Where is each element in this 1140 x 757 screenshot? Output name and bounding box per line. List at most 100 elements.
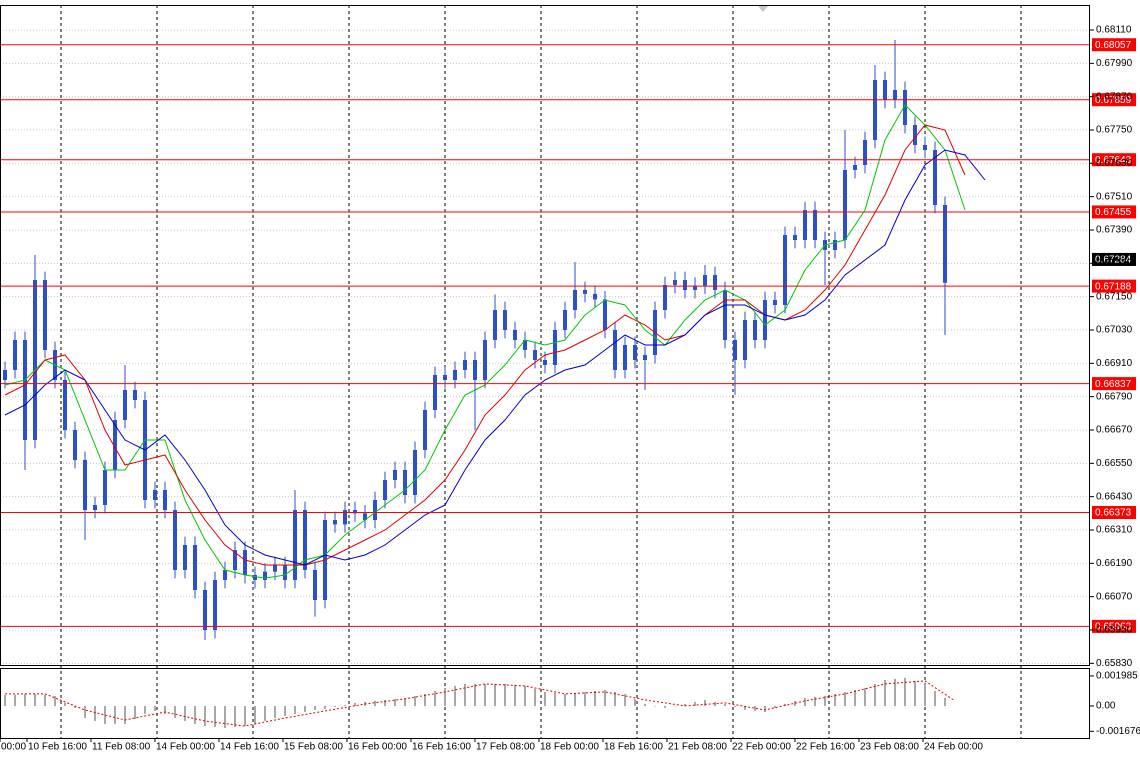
histogram-bar	[24, 693, 26, 706]
candle-body	[223, 570, 227, 580]
x-tick-label: 16 Feb 16:00	[412, 742, 471, 753]
candle-body	[753, 320, 757, 340]
y-tick-label: 0.66670	[1096, 425, 1133, 436]
x-tick-label: 14 Feb 16:00	[220, 742, 279, 753]
candle-body	[303, 510, 307, 570]
indicator-frame	[0, 668, 1090, 739]
histogram-bar	[194, 705, 196, 724]
histogram-bar	[324, 705, 326, 709]
histogram-bar	[134, 705, 136, 719]
candle-body	[153, 490, 157, 500]
histogram-bar	[174, 705, 176, 718]
signal-line	[5, 680, 956, 727]
candle-body	[173, 510, 177, 570]
shift-marker	[758, 6, 768, 12]
histogram-bar	[874, 683, 876, 706]
moving-average	[4, 104, 966, 579]
histogram-bar	[934, 690, 936, 706]
candle-body	[563, 310, 567, 330]
candle-body	[133, 390, 137, 400]
histogram-bar	[654, 705, 656, 707]
last-price-box	[1092, 252, 1136, 266]
level-label: 0.67643	[1095, 155, 1132, 166]
candle-body	[293, 510, 297, 580]
candle-body	[73, 430, 77, 460]
histogram-bar	[34, 693, 36, 706]
histogram-bar	[214, 705, 216, 727]
y-tick-label: 0.67510	[1096, 191, 1133, 202]
candle-body	[23, 340, 27, 440]
x-tick-label: 18 Feb 16:00	[604, 742, 663, 753]
candle-body	[553, 330, 557, 365]
x-tick-label: 15 Feb 08:00	[284, 742, 343, 753]
x-tick-label: 21 Feb 08:00	[668, 742, 727, 753]
histogram-bar	[694, 701, 696, 706]
histogram-bar	[584, 691, 586, 706]
histogram-bar	[514, 684, 516, 706]
candle-body	[873, 80, 877, 140]
y-tick-label: 0.66790	[1096, 391, 1133, 402]
histogram-bar	[344, 704, 346, 706]
candle-body	[423, 410, 427, 450]
histogram-bar	[724, 703, 726, 706]
y-tick-label: 0.67990	[1096, 58, 1133, 69]
candle-body	[933, 150, 937, 205]
plot-frame	[0, 5, 1090, 666]
candle-body	[343, 510, 347, 525]
candle-body	[743, 320, 747, 360]
indicator-panel	[4, 677, 956, 728]
x-tick-label: 24 Feb 00:00	[924, 742, 983, 753]
histogram-bar	[944, 697, 946, 706]
candle-body	[893, 90, 897, 100]
histogram-bar	[534, 688, 536, 706]
histogram-bar	[824, 695, 826, 706]
candle-body	[373, 500, 377, 520]
y-tick-label: 0.65830	[1096, 658, 1133, 669]
candle-body	[333, 520, 337, 525]
y-tick-label: 0.67630	[1096, 158, 1133, 169]
histogram-bar	[814, 696, 816, 706]
moving-average	[4, 149, 986, 566]
histogram-bar	[704, 699, 706, 706]
candle-body	[663, 285, 667, 310]
level-label: 0.67188	[1095, 281, 1132, 292]
histogram-bar	[744, 705, 746, 710]
candle-body	[723, 290, 727, 340]
histogram-bar	[464, 683, 466, 706]
level-label-box	[1092, 205, 1136, 219]
histogram-bar	[354, 702, 356, 706]
axes: 0.68110 0.67990 0.67870 0.67750 0.67630 0.675…	[0, 25, 1140, 753]
candle-body	[603, 299, 607, 330]
level-label-box	[1092, 279, 1136, 293]
histogram-bar	[224, 705, 226, 728]
histogram-bar	[284, 705, 286, 716]
x-tick-label: 22 Feb 00:00	[732, 742, 791, 753]
candle-body	[913, 125, 917, 145]
y-tick-label: 0.66070	[1096, 591, 1133, 602]
candle-body	[123, 390, 127, 420]
candle-body	[713, 275, 717, 290]
histogram-bar	[124, 705, 126, 724]
y-tick-label: 0.66430	[1096, 491, 1133, 502]
y-tick-label: 0.67150	[1096, 291, 1133, 302]
candle-body	[203, 590, 207, 630]
candle-body	[413, 450, 417, 495]
histogram-bar	[674, 705, 676, 707]
candle-body	[903, 90, 907, 125]
candle-body	[943, 205, 947, 283]
x-tick-label: 14 Feb 00:00	[156, 742, 215, 753]
level-label: 0.67455	[1095, 207, 1132, 218]
histogram-bar	[474, 683, 476, 706]
level-label-box	[1092, 377, 1136, 391]
histogram-bar	[664, 705, 666, 708]
candle-body	[453, 370, 457, 380]
candle-body	[353, 510, 357, 514]
histogram-bar	[494, 683, 496, 706]
candle-body	[493, 310, 497, 340]
candle-body	[393, 470, 397, 480]
candle-body	[3, 370, 7, 380]
histogram-bar	[564, 693, 566, 706]
histogram-bar	[574, 692, 576, 706]
